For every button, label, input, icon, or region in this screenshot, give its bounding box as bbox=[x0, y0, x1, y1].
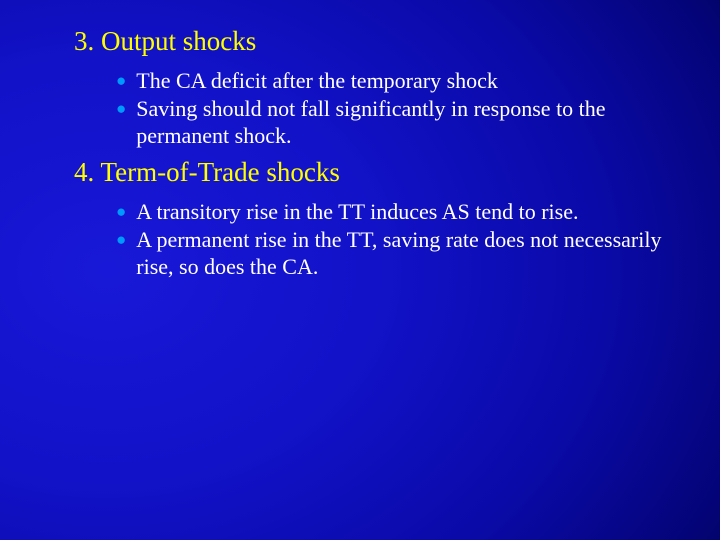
section-term-of-trade: 4. Term-of-Trade shocks ● A transitory r… bbox=[74, 157, 720, 280]
list-item: ● A permanent rise in the TT, saving rat… bbox=[116, 226, 690, 280]
bullet-icon: ● bbox=[116, 198, 126, 225]
bullet-list: ● A transitory rise in the TT induces AS… bbox=[74, 198, 720, 280]
bullet-text: Saving should not fall significantly in … bbox=[136, 95, 690, 149]
section-output-shocks: 3. Output shocks ● The CA deficit after … bbox=[74, 26, 720, 149]
bullet-list: ● The CA deficit after the temporary sho… bbox=[74, 67, 720, 149]
bullet-text: The CA deficit after the temporary shock bbox=[136, 67, 498, 94]
slide-content: 3. Output shocks ● The CA deficit after … bbox=[0, 0, 720, 280]
bullet-text: A permanent rise in the TT, saving rate … bbox=[136, 226, 690, 280]
bullet-icon: ● bbox=[116, 226, 126, 253]
list-item: ● A transitory rise in the TT induces AS… bbox=[116, 198, 690, 225]
list-item: ● Saving should not fall significantly i… bbox=[116, 95, 690, 149]
bullet-text: A transitory rise in the TT induces AS t… bbox=[136, 198, 578, 225]
section-title: 3. Output shocks bbox=[74, 26, 720, 57]
bullet-icon: ● bbox=[116, 67, 126, 94]
bullet-icon: ● bbox=[116, 95, 126, 122]
section-title: 4. Term-of-Trade shocks bbox=[74, 157, 720, 188]
list-item: ● The CA deficit after the temporary sho… bbox=[116, 67, 690, 94]
